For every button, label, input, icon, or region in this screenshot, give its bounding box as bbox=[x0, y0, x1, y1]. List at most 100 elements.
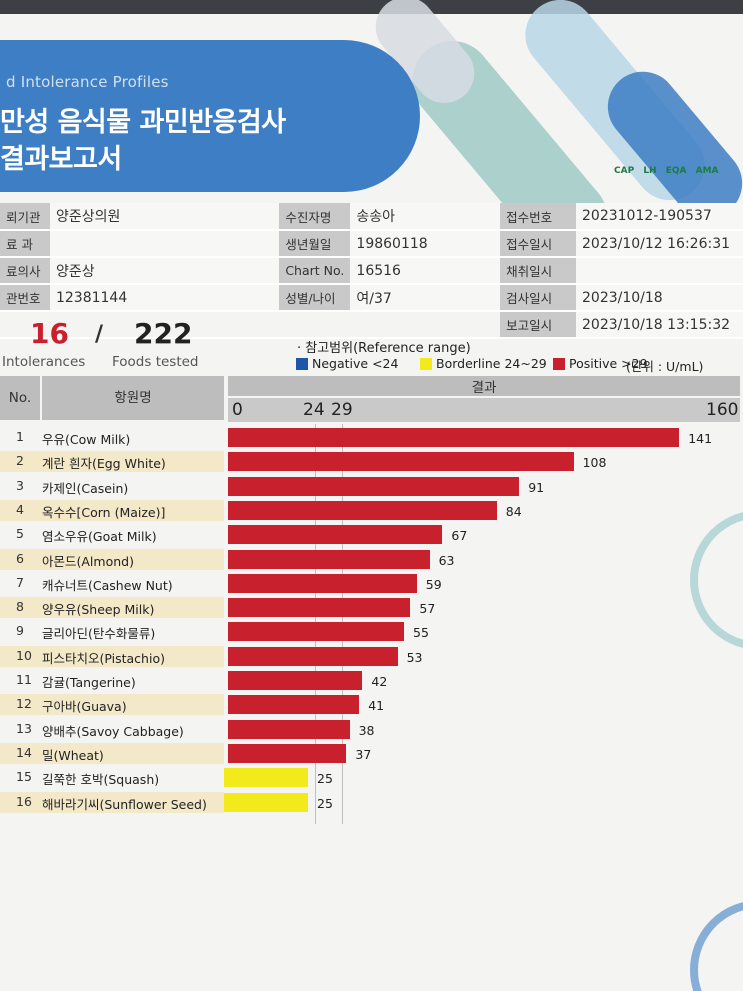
result-bar bbox=[228, 525, 443, 545]
cap-logo: CAP bbox=[614, 166, 635, 176]
title-banner bbox=[0, 40, 420, 192]
antigen-name: 감귤(Tangerine) bbox=[42, 675, 136, 690]
info-label: Chart No. bbox=[279, 257, 351, 285]
row-stripe bbox=[0, 742, 224, 764]
result-bar bbox=[228, 743, 347, 763]
antigen-name: 길쭉한 호박(Squash) bbox=[42, 772, 160, 788]
antigen-name: 옥수수[Corn (Maize)] bbox=[42, 504, 166, 520]
result-bar bbox=[228, 622, 404, 642]
foods-tested-label: Foods tested bbox=[112, 354, 199, 370]
header-result: 결과 bbox=[228, 376, 740, 396]
tick-29: 29 bbox=[331, 400, 353, 420]
row-number: 4 bbox=[16, 501, 24, 517]
info-value: 12381144 bbox=[49, 284, 280, 312]
row-number: 2 bbox=[16, 453, 24, 469]
result-bar bbox=[228, 452, 574, 472]
info-value: 2023/10/12 16:26:31 bbox=[576, 230, 743, 258]
row-stripe bbox=[0, 791, 224, 813]
result-value: 55 bbox=[413, 625, 429, 641]
info-value bbox=[49, 311, 280, 339]
row-number: 1 bbox=[16, 429, 24, 444]
row-number: 8 bbox=[16, 599, 24, 615]
result-value: 25 bbox=[317, 771, 333, 787]
row-number: 3 bbox=[16, 477, 24, 493]
info-label: 보고일시 bbox=[500, 311, 576, 339]
result-value: 37 bbox=[355, 746, 372, 762]
row-number: 14 bbox=[16, 744, 32, 760]
result-value: 91 bbox=[528, 479, 545, 495]
info-row: 료 과 생년월일 19860118 접수일시 2023/10/12 16:26:31 bbox=[0, 230, 743, 258]
row-number: 12 bbox=[16, 696, 32, 712]
row-number: 13 bbox=[16, 720, 32, 736]
antigen-name: 우유(Cow Milk) bbox=[42, 432, 131, 447]
reference-range-title: · 참고범위(Reference range) bbox=[297, 341, 471, 356]
result-bar bbox=[224, 768, 308, 788]
result-value: 57 bbox=[419, 601, 436, 617]
info-value: 여/37 bbox=[350, 284, 501, 312]
result-value: 141 bbox=[688, 431, 713, 446]
info-row: 뢰기관 양준상의원 수진자명 송송아 접수번호 20231012-190537 bbox=[0, 203, 743, 231]
result-bar bbox=[228, 719, 350, 739]
english-title: d Intolerance Profiles bbox=[6, 73, 169, 91]
result-value: 42 bbox=[371, 674, 388, 689]
info-label: 성별/나이 bbox=[279, 284, 351, 312]
result-value: 67 bbox=[451, 528, 468, 544]
result-value: 41 bbox=[368, 698, 385, 714]
info-label: 료 과 bbox=[0, 230, 50, 258]
unit-label: (단위 : U/mL) bbox=[626, 359, 704, 374]
decorative-swirl bbox=[690, 510, 743, 650]
accreditation-logos: CAP LH EQA AMA bbox=[614, 166, 725, 176]
foods-tested-count: 222 bbox=[134, 317, 193, 350]
info-row: 관번호 12381144 성별/나이 여/37 검사일시 2023/10/18 bbox=[0, 284, 743, 312]
info-label bbox=[279, 311, 351, 339]
borderline-swatch bbox=[420, 357, 432, 370]
result-bar bbox=[228, 476, 520, 496]
patient-info-table: 뢰기관 양준상의원 수진자명 송송아 접수번호 20231012-190537 료 과 생년월… bbox=[0, 203, 743, 339]
info-row: 료의사 양준상 Chart No. 16516 채취일시 bbox=[0, 257, 743, 285]
row-number: 15 bbox=[16, 769, 32, 785]
antigen-name: 아몬드(Almond) bbox=[42, 553, 134, 569]
summary-slash: / bbox=[95, 322, 104, 347]
result-bar bbox=[224, 792, 308, 812]
negative-label: Negative <24 bbox=[312, 356, 399, 371]
decorative-swirl bbox=[690, 900, 743, 991]
row-stripe bbox=[0, 499, 224, 521]
result-value: 84 bbox=[505, 503, 522, 519]
antigen-name: 염소우유(Goat Milk) bbox=[42, 529, 157, 545]
positive-label: Positive >29 bbox=[569, 356, 648, 371]
tick-0: 0 bbox=[232, 400, 243, 420]
row-number: 11 bbox=[16, 672, 32, 687]
row-stripe bbox=[0, 548, 224, 570]
antigen-name: 피스타치오(Pistachio) bbox=[42, 650, 165, 666]
result-bar bbox=[228, 549, 430, 569]
info-value: 2023/10/18 bbox=[576, 284, 743, 312]
ama-logo: AMA bbox=[695, 166, 719, 176]
result-value: 38 bbox=[358, 722, 375, 738]
positive-swatch bbox=[553, 357, 565, 370]
info-value: 20231012-190537 bbox=[576, 203, 743, 231]
header-antigen: 항원명 bbox=[42, 376, 224, 420]
result-bar bbox=[228, 598, 411, 618]
korean-title-line2: 결과보고서 bbox=[0, 144, 122, 175]
row-stripe bbox=[0, 597, 224, 619]
intolerances-label: Intolerances bbox=[2, 354, 86, 370]
info-value: 16516 bbox=[350, 257, 501, 285]
row-stripe bbox=[0, 451, 224, 473]
result-value: 63 bbox=[438, 552, 455, 568]
row-stripe bbox=[0, 645, 224, 667]
info-label: 접수번호 bbox=[500, 203, 576, 231]
lh-logo: LH bbox=[643, 166, 657, 176]
borderline-label: Borderline 24~29 bbox=[436, 356, 547, 371]
legend-borderline: Borderline 24~29 bbox=[420, 356, 547, 371]
tick-24: 24 bbox=[303, 400, 325, 420]
result-value: 25 bbox=[317, 795, 333, 811]
row-number: 16 bbox=[16, 793, 32, 809]
result-bar bbox=[228, 573, 417, 593]
intolerance-count: 16 bbox=[30, 317, 69, 350]
info-label: 뢰기관 bbox=[0, 203, 50, 231]
antigen-name: 구아바(Guava) bbox=[42, 699, 127, 715]
row-number: 6 bbox=[16, 550, 24, 566]
header-no: No. bbox=[0, 376, 40, 420]
antigen-name: 캐슈너트(Cashew Nut) bbox=[42, 577, 173, 593]
top-edge bbox=[0, 0, 743, 14]
